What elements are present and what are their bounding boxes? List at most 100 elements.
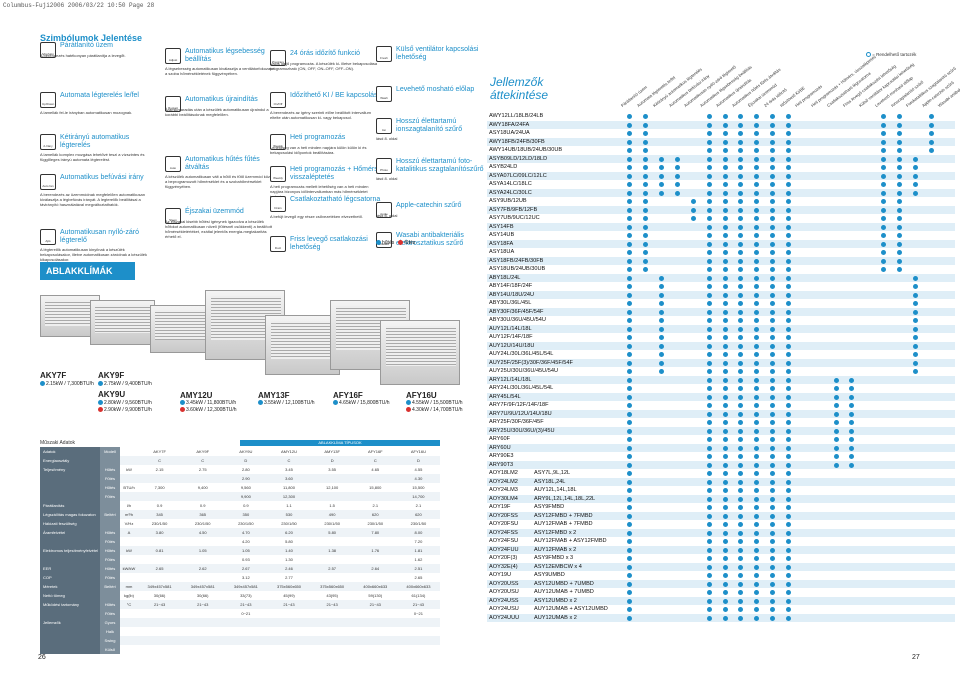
model-label: ABY30U/36U/45U/54U [489, 317, 546, 323]
feature-dot [643, 131, 649, 136]
tech-row-label: Nettó tömeg [40, 591, 100, 600]
model-label: ASYB09LD/12LD/18LD [489, 155, 548, 162]
outdoor-model: AOY24LM3 [489, 487, 518, 493]
feature-dot [738, 250, 744, 255]
feature-dot [706, 386, 712, 391]
feature-dot [706, 309, 712, 315]
tech-row-label: Méretek [40, 582, 100, 591]
feature-dot [786, 462, 791, 468]
feature-dot [754, 564, 760, 570]
tech-row-value [354, 609, 397, 618]
restart-icon: Restart [165, 96, 181, 112]
tech-row-value: 4.55 [414, 467, 423, 472]
feature-dot [706, 454, 712, 459]
model-label: AOY24FSU AUY12FMAB + ASY12FMBD [487, 537, 622, 546]
feature-dot [897, 199, 902, 204]
feature-dot [754, 428, 760, 434]
tech-row-unit: BTU/h [123, 485, 135, 490]
tech-row-value: 2.64 [371, 566, 380, 571]
feature-dot [786, 403, 791, 408]
feature-dot [706, 318, 712, 323]
ion-icon: Ion [376, 118, 392, 134]
feature-dot [754, 207, 760, 213]
tech-row-value: 2.80 [241, 467, 250, 472]
tech-row-value: 7.20 [414, 539, 423, 544]
drain-icon: Drain [270, 196, 286, 212]
model-label: ARY45L/54L [489, 393, 521, 400]
feature-dot [722, 496, 728, 502]
feature-table-row: AOY24FSS ASY12FMBD x 2 [487, 528, 955, 537]
feature-table-row: AUY12U/14U/18U [487, 341, 955, 350]
feature-dot [754, 284, 760, 289]
feature-dot [754, 267, 760, 272]
tech-row-label: Jellemzők [40, 618, 100, 627]
feature-dot [706, 275, 712, 281]
feature-dot [659, 335, 665, 340]
outdoor-model: AOY18LM2 [489, 470, 518, 476]
feature-dot [881, 156, 887, 162]
feature-dot [912, 156, 918, 162]
feature-dot [786, 156, 791, 162]
model-label: ARY25U/30U/36U/(3)/45U [489, 427, 555, 434]
feature-table-row: ABY30F/36F/45F/54F [487, 307, 955, 316]
model-spec: 3.45kW / 11,800BTU/h 3.60kW / 12,300BTU/h [180, 400, 237, 414]
feature-dot [706, 301, 712, 306]
feature-dot [738, 318, 744, 323]
feature-dot [833, 377, 839, 383]
feature-dot [786, 505, 791, 510]
feature-dot [912, 284, 918, 289]
feature-dot [722, 411, 728, 417]
tech-row-value: 21~43 [326, 602, 338, 607]
tech-row-value: 530 [285, 512, 293, 517]
feature-dot [627, 190, 633, 196]
feature-dot [897, 165, 902, 170]
feature-dot [786, 471, 791, 476]
feature-dot [738, 292, 744, 298]
feature-dot [786, 573, 791, 578]
feature-dot [722, 309, 728, 315]
tech-row-value: 5.80 [328, 530, 337, 535]
tech-row-value: 21~43 [369, 602, 381, 607]
feature-dot [722, 122, 728, 128]
indoor-model: ARY9L,12L,14L,18L,22L [534, 495, 596, 502]
tech-row-value [138, 636, 181, 645]
model-label: ABY14U/18U/24U [489, 291, 535, 298]
feature-dot [706, 284, 712, 289]
feature-dot [770, 165, 776, 170]
feature-dot [722, 530, 728, 536]
feature-dot [706, 267, 712, 272]
tech-row-label: Működési tartomány [40, 600, 100, 609]
tech-table-row: Nettó tömeg kg(lb) 30(66) 30(66) 33(73) 45(99… [40, 591, 440, 600]
feature-title: Wasabi antibakteriális elektrosztatikus … [396, 232, 464, 247]
feature-dot [770, 445, 776, 451]
feature-dot [928, 122, 934, 128]
feature-dot [770, 505, 776, 510]
feature-table-row: ASY14FB [487, 222, 955, 231]
feature-dot [627, 539, 633, 544]
feature-dot [786, 522, 791, 527]
feature-table-row: ASY7UB/9UC/12UC [487, 214, 955, 223]
tech-row-value: 2.1 [415, 503, 422, 508]
feature-dot [897, 258, 902, 264]
model-label: ASY18UB/24UB/30UB [489, 266, 546, 272]
feature-dot [754, 547, 760, 553]
section-banner: ABLAKKLÍMÁK [40, 262, 135, 280]
feature-dot [754, 216, 760, 221]
product-image-aky9f [90, 300, 155, 345]
feature-dot [770, 564, 776, 570]
feature-dot [706, 564, 712, 570]
feature-dot [754, 369, 760, 374]
tech-row-value: 1.1 [286, 503, 292, 508]
feature-dot [706, 131, 712, 136]
model-label: AUY12F/14F/18F [489, 334, 533, 340]
feature-dot [849, 377, 855, 383]
tech-table-row: Külső kiegészítő [40, 645, 440, 661]
tech-row-value: 1.05 [198, 548, 207, 553]
indoor-model: ASY12FMBD x 2 [534, 529, 577, 536]
feature-dot [786, 173, 791, 179]
feature-dot [881, 190, 887, 196]
feature-dot [722, 462, 728, 468]
tech-row-value: 1.81 [414, 548, 423, 553]
model-label: ASY7UB/9UC/12UC [489, 215, 540, 221]
feature-dot [706, 530, 712, 536]
